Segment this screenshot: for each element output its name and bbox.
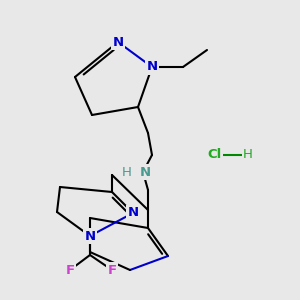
Text: N: N: [128, 206, 139, 220]
Text: Cl: Cl: [208, 148, 222, 161]
Text: N: N: [84, 230, 96, 242]
Text: H: H: [122, 166, 132, 178]
Text: N: N: [140, 166, 151, 178]
Text: F: F: [65, 263, 75, 277]
Text: N: N: [112, 35, 124, 49]
Text: F: F: [107, 263, 117, 277]
Text: N: N: [146, 61, 158, 74]
Text: H: H: [243, 148, 253, 161]
